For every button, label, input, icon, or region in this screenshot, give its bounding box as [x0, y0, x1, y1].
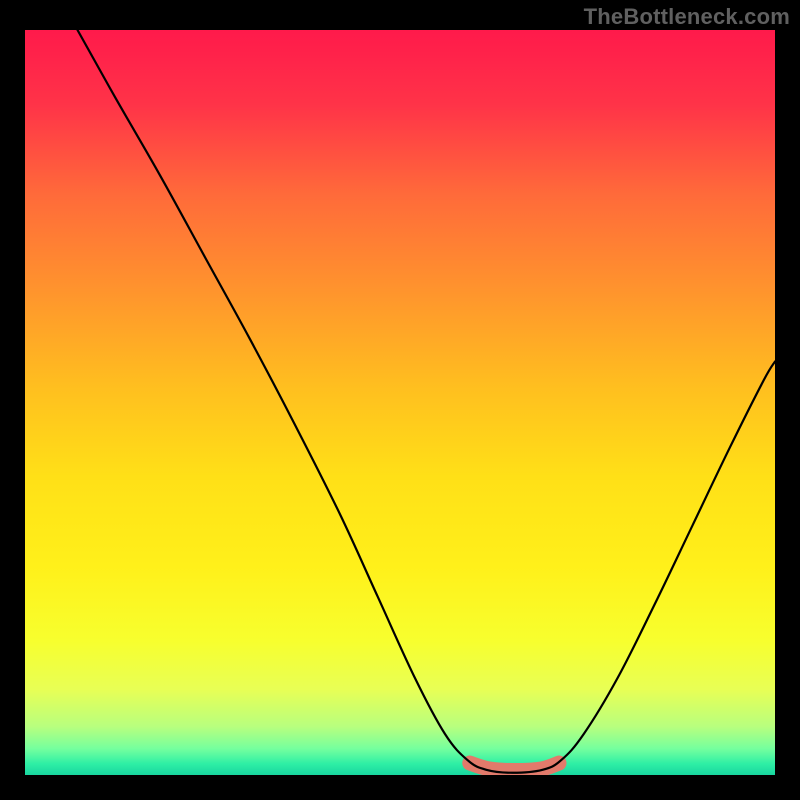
chart-svg	[25, 30, 775, 775]
gradient-background	[25, 30, 775, 775]
chart-frame: TheBottleneck.com	[0, 0, 800, 800]
watermark-text: TheBottleneck.com	[584, 4, 790, 30]
